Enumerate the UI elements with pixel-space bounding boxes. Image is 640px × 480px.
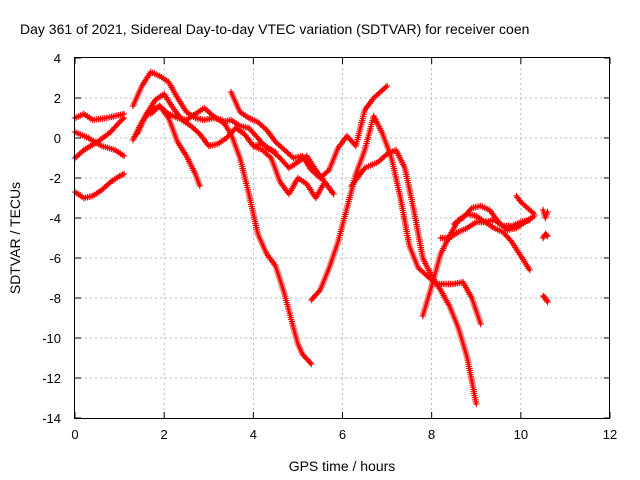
y-axis-label: SDTVAR / TECUs xyxy=(7,182,23,294)
chart-title: Day 361 of 2021, Sidereal Day-to-day VTE… xyxy=(20,21,529,37)
series-track-g xyxy=(134,90,337,198)
data-series xyxy=(71,68,551,408)
x-tick-label: 0 xyxy=(71,427,78,442)
series-markers xyxy=(227,82,391,182)
series-track-r xyxy=(539,230,551,242)
y-tick-label: 4 xyxy=(54,51,61,66)
x-tick-label: 12 xyxy=(603,427,617,442)
series-markers xyxy=(134,90,337,198)
y-tick-label: -2 xyxy=(49,171,61,186)
series-markers xyxy=(250,142,337,202)
y-tick-label: -8 xyxy=(49,291,61,306)
series-markers xyxy=(513,192,538,218)
y-tick-label: -4 xyxy=(49,211,61,226)
y-tick-label: -14 xyxy=(42,411,61,426)
series-markers xyxy=(308,112,484,328)
series-markers xyxy=(348,146,480,408)
x-tick-label: 2 xyxy=(161,427,168,442)
series-track-o xyxy=(450,202,538,234)
series-markers xyxy=(539,206,551,222)
series-trace xyxy=(452,204,536,232)
series-markers xyxy=(437,218,533,274)
series-track-s xyxy=(539,292,551,306)
series-markers xyxy=(147,102,203,190)
x-tick-label: 10 xyxy=(514,427,528,442)
series-track-p xyxy=(513,192,538,218)
series-track-l xyxy=(348,146,480,408)
series-track-h xyxy=(147,102,203,190)
y-tick-label: -10 xyxy=(42,331,61,346)
series-track-j xyxy=(250,142,337,202)
series-markers xyxy=(539,230,551,242)
series-markers xyxy=(539,292,551,306)
y-tick-label: -6 xyxy=(49,251,61,266)
ticks: 0 2 4 6 8 10 12 -14 -12 -10 -8 -6 -4 -2 0 2 4 xyxy=(42,51,617,442)
y-tick-label: 0 xyxy=(54,131,61,146)
series-track-q xyxy=(539,206,551,222)
x-tick-label: 8 xyxy=(428,427,435,442)
plot-frame xyxy=(74,57,610,419)
x-tick-label: 4 xyxy=(250,427,257,442)
series-track-e xyxy=(129,68,315,368)
series-track-d xyxy=(71,128,128,160)
series-markers xyxy=(450,202,538,234)
x-tick-label: 6 xyxy=(339,427,346,442)
series-track-k xyxy=(308,112,484,328)
series-track-i xyxy=(227,82,391,182)
series-track-n xyxy=(437,218,533,274)
y-tick-label: 2 xyxy=(54,91,61,106)
x-axis-label: GPS time / hours xyxy=(289,458,396,474)
y-tick-label: -12 xyxy=(42,371,61,386)
